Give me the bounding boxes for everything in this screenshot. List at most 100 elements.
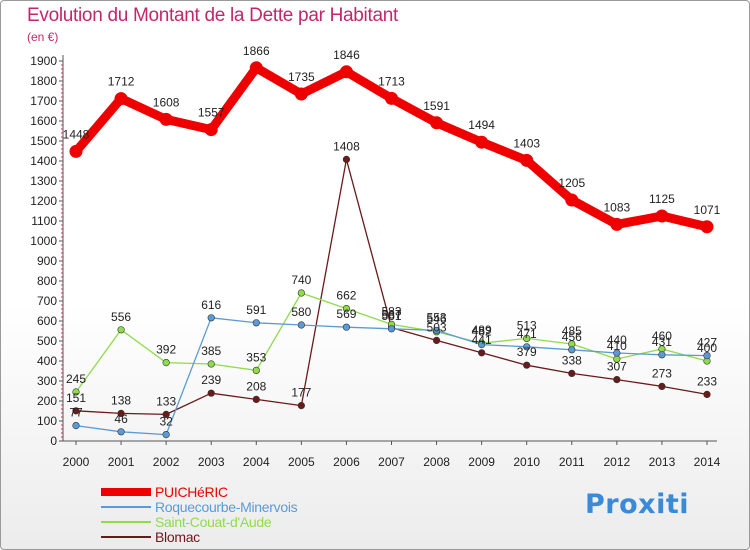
x-tick-label: 2011 (559, 455, 585, 469)
x-tick-label: 2005 (288, 455, 315, 469)
data-point (613, 376, 621, 384)
legend-swatch (101, 506, 151, 508)
legend-swatch (101, 536, 151, 538)
data-point (703, 352, 711, 360)
data-point (432, 326, 441, 335)
data-label: 46 (114, 412, 128, 426)
data-label: 385 (201, 344, 221, 358)
data-label: 580 (291, 305, 311, 319)
data-point (523, 361, 531, 369)
data-label: 456 (562, 330, 582, 344)
data-label: 1608 (153, 95, 180, 109)
data-point (385, 91, 398, 105)
data-point (204, 123, 218, 137)
data-label: 441 (472, 333, 492, 347)
proxiti-logo: Proxiti (585, 489, 689, 520)
y-tick-label: 300 (37, 374, 57, 388)
y-tick-label: 900 (37, 254, 57, 268)
data-point (252, 395, 260, 404)
y-tick-label: 0 (50, 434, 57, 448)
x-tick-label: 2001 (108, 455, 135, 469)
data-label: 583 (381, 304, 401, 318)
legend-label: Blomac (155, 529, 200, 545)
data-point (658, 382, 666, 391)
y-tick-label: 400 (37, 354, 57, 368)
data-point (252, 366, 260, 375)
data-label: 1071 (694, 203, 721, 217)
x-tick-label: 2003 (198, 455, 225, 469)
data-point (703, 390, 711, 399)
data-label: 489 (472, 323, 492, 337)
x-tick-label: 2009 (468, 455, 495, 469)
x-tick-label: 2007 (378, 455, 405, 469)
legend-label: Roquecourbe-Minervois (155, 499, 298, 515)
y-tick-label: 1800 (30, 74, 57, 88)
data-label: 1866 (243, 44, 270, 58)
data-label: 662 (336, 289, 356, 303)
y-tick-label: 1500 (30, 134, 57, 148)
data-label: 353 (246, 350, 266, 364)
data-labels: 1448 1712 1608 1557 1866 1735 1846 1713 1591 1494… (63, 44, 721, 429)
data-label: 379 (517, 345, 537, 359)
data-label: 307 (607, 360, 627, 374)
data-point (342, 323, 351, 331)
data-label: 1846 (333, 48, 360, 62)
data-label: 400 (697, 341, 717, 355)
data-point (72, 407, 80, 415)
data-point (523, 343, 531, 351)
data-label: 460 (652, 329, 672, 343)
data-point (342, 305, 351, 313)
data-point (700, 220, 714, 234)
y-tick-label: 1700 (30, 94, 57, 108)
data-label: 1557 (198, 106, 225, 120)
data-label: 556 (111, 310, 131, 324)
data-label: 133 (156, 394, 176, 408)
y-tick-label: 1200 (30, 194, 57, 208)
data-point (207, 360, 215, 368)
y-tick-label: 1000 (30, 234, 57, 248)
x-tick-label: 2002 (153, 455, 180, 469)
data-point (162, 359, 170, 367)
data-point (430, 116, 444, 130)
y-tick-label: 100 (37, 414, 57, 428)
data-label: 1205 (558, 176, 585, 190)
legend-label: Saint-Couat-d'Aude (155, 514, 272, 530)
data-label: 740 (291, 273, 311, 287)
data-label: 1403 (513, 136, 540, 150)
x-tick-label: 2013 (649, 455, 676, 469)
data-label: 546 (427, 312, 447, 326)
data-label: 1125 (649, 192, 675, 206)
x-tick-label: 2008 (423, 455, 450, 469)
axes: 0 100 200 300 400 500 600 700 800 900 1000 1100 1200… (30, 54, 720, 469)
data-point (162, 410, 170, 419)
series-line (75, 158, 708, 416)
data-label: 1408 (333, 139, 360, 153)
data-label: 561 (381, 309, 401, 323)
data-point (117, 326, 125, 334)
data-label: 177 (291, 386, 311, 400)
data-point (342, 155, 351, 163)
data-point (114, 92, 128, 106)
y-tick-label: 800 (37, 274, 57, 288)
data-label: 1712 (108, 75, 135, 89)
data-label: 410 (607, 339, 627, 353)
data-point (117, 409, 125, 418)
data-label: 440 (607, 333, 627, 347)
data-point (252, 319, 260, 327)
x-tick-label: 2014 (694, 455, 721, 469)
data-point (568, 346, 576, 354)
data-label: 427 (697, 336, 717, 350)
data-point (117, 428, 125, 436)
data-label: 513 (517, 318, 537, 332)
data-label: 273 (652, 366, 672, 380)
data-point (72, 422, 80, 430)
data-label: 567 (381, 308, 401, 322)
legend-label: PUICHéRIC (155, 484, 228, 500)
data-label: 553 (427, 310, 447, 324)
chart-title: Evolution du Montant de la Dette par Hab… (27, 5, 398, 26)
data-point (565, 193, 579, 207)
data-point (658, 351, 666, 359)
data-label: 569 (336, 307, 356, 321)
data-point (294, 87, 308, 101)
